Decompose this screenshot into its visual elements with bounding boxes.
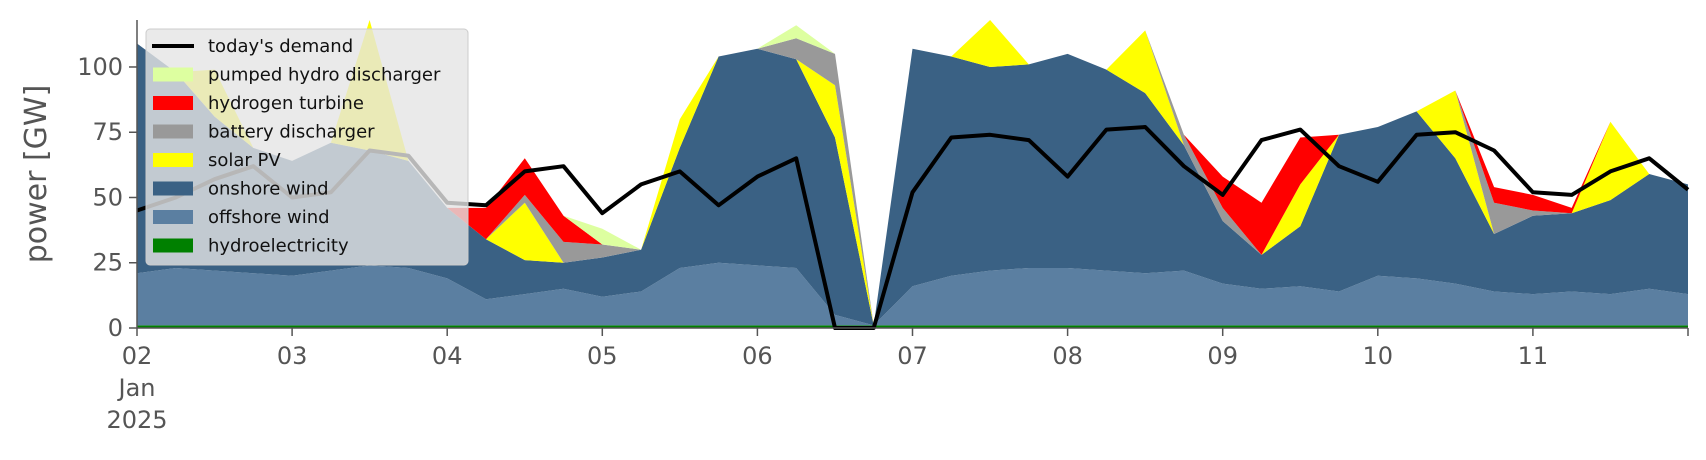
x-tick-label: 08 <box>1052 342 1083 370</box>
x-tick-label: 07 <box>897 342 928 370</box>
axes-layer: 0 25 50 75 100 02 Jan 2025 03 04 05 06 07 08 09 10 11 <box>77 20 1689 434</box>
legend: today's demand pumped hydro discharger hyd… <box>145 28 469 266</box>
area-solar-pv <box>137 20 1688 326</box>
legend-label-hydrogen-turbine: hydrogen turbine <box>208 93 364 114</box>
legend-label-onshore-wind: onshore wind <box>208 179 329 200</box>
legend-box <box>145 28 469 266</box>
y-tick-label: 0 <box>108 314 123 342</box>
x-tick-label: Jan <box>117 374 156 402</box>
y-tick-label: 75 <box>92 118 123 146</box>
legend-swatch-offshore-wind <box>153 210 193 224</box>
y-tick-label: 25 <box>92 249 123 277</box>
x-tick-label: 02 <box>122 342 153 370</box>
x-tick-label: 03 <box>277 342 308 370</box>
legend-label-pumped-hydro-discharger: pumped hydro discharger <box>208 65 441 86</box>
x-tick-label: 05 <box>587 342 618 370</box>
legend-swatch-onshore-wind <box>153 181 193 196</box>
legend-label-today-s-demand: today's demand <box>208 36 353 57</box>
y-axis-label: power [GW] <box>19 85 54 264</box>
legend-label-offshore-wind: offshore wind <box>208 207 330 228</box>
legend-label-solar-pv: solar PV <box>208 150 281 171</box>
x-tick-label: 04 <box>432 342 463 370</box>
legend-label-battery-discharger: battery discharger <box>208 122 375 143</box>
x-tick-label: 2025 <box>106 406 167 434</box>
legend-swatch-battery-discharger <box>153 124 193 139</box>
y-tick-label: 50 <box>92 183 123 211</box>
x-tick-label: 10 <box>1363 342 1394 370</box>
legend-swatch-hydrogen-turbine <box>153 96 193 110</box>
legend-swatch-hydroelectricity <box>153 238 193 253</box>
x-tick-label: 11 <box>1518 342 1549 370</box>
x-tick-label: 09 <box>1207 342 1238 370</box>
legend-label-hydroelectricity: hydroelectricity <box>208 236 349 257</box>
legend-swatch-solar-pv <box>153 153 193 167</box>
y-tick-label: 100 <box>77 53 123 81</box>
legend-swatch-pumped-hydro-discharger <box>153 67 193 82</box>
area-offshore-wind <box>137 262 1688 326</box>
x-tick-label: 06 <box>742 342 773 370</box>
area-onshore-wind <box>137 43 1688 326</box>
